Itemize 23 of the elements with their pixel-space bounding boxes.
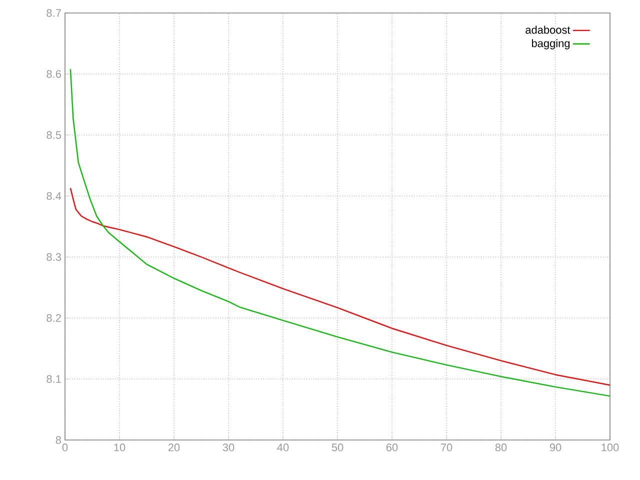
- x-tick-label: 70: [440, 444, 452, 452]
- x-tick-label: 90: [550, 444, 562, 452]
- line-series: [70, 187, 610, 386]
- y-tick-label: 8.4: [46, 192, 62, 200]
- x-tick-label: 40: [277, 444, 289, 452]
- x-tick-label: 10: [114, 444, 126, 452]
- x-tick-label: 30: [222, 444, 234, 452]
- x-tick-label: 100: [602, 444, 619, 452]
- x-tick-label: 60: [386, 444, 398, 452]
- x-tick-label: 80: [495, 444, 507, 452]
- x-tick-label: 0: [62, 444, 68, 452]
- line-series: [70, 68, 610, 397]
- y-tick-label: 8: [56, 436, 61, 444]
- y-tick-label: 8.1: [46, 375, 61, 383]
- y-tick-label: 8.6: [46, 70, 61, 78]
- legend-label: adaboost: [526, 26, 570, 34]
- y-tick-label: 8.2: [46, 314, 61, 322]
- x-tick-label: 50: [332, 444, 344, 452]
- x-tick-label: 20: [168, 444, 180, 452]
- y-tick-label: 8.5: [46, 131, 62, 139]
- y-tick-label: 8.7: [46, 9, 61, 17]
- y-tick-label: 8.3: [46, 253, 61, 261]
- legend-label: bagging: [532, 39, 570, 50]
